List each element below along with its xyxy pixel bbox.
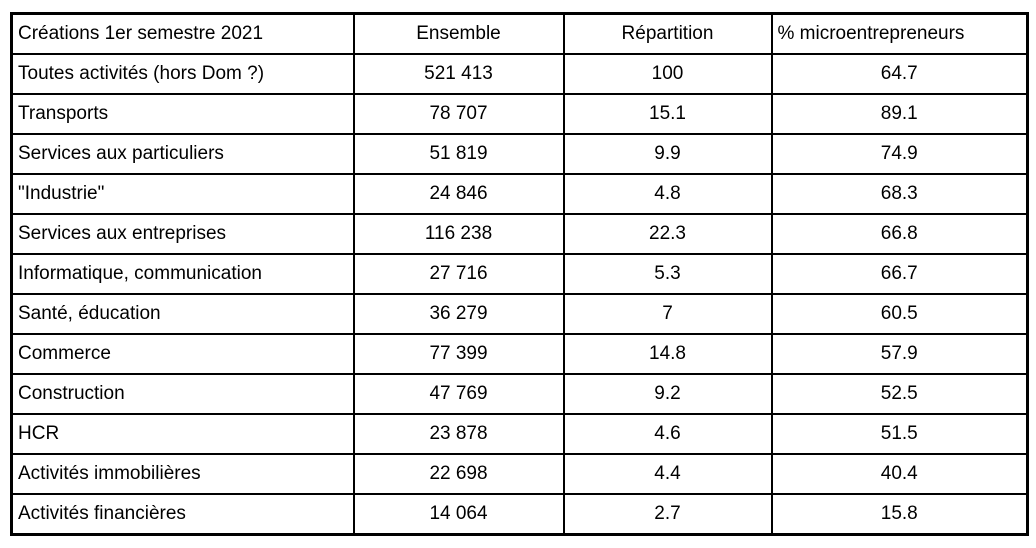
pct-micro-value: 89.1 (770, 93, 1029, 135)
repartition-value: 2.7 (562, 493, 773, 536)
pct-micro-value: 51.5 (770, 413, 1029, 455)
ensemble-value: 23 878 (352, 413, 565, 455)
table-row: Services aux particuliers 51 819 9.9 74.… (10, 133, 1029, 175)
col-header-ensemble: Ensemble (352, 12, 565, 55)
row-label: HCR (10, 413, 355, 455)
repartition-value: 14.8 (562, 333, 773, 375)
pct-micro-value: 66.7 (770, 253, 1029, 295)
ensemble-value: 27 716 (352, 253, 565, 295)
col-header-pct-microentrepreneurs: % microentrepreneurs (770, 12, 1029, 55)
pct-micro-value: 74.9 (770, 133, 1029, 175)
pct-micro-value: 40.4 (770, 453, 1029, 495)
ensemble-value: 22 698 (352, 453, 565, 495)
table-row: Toutes activités (hors Dom ?) 521 413 10… (10, 53, 1029, 95)
pct-micro-value: 68.3 (770, 173, 1029, 215)
table-row: "Industrie" 24 846 4.8 68.3 (10, 173, 1029, 215)
repartition-value: 100 (562, 53, 773, 95)
pct-micro-value: 15.8 (770, 493, 1029, 536)
col-header-repartition: Répartition (562, 12, 773, 55)
row-label: Services aux entreprises (10, 213, 355, 255)
ensemble-value: 77 399 (352, 333, 565, 375)
table-row: Santé, éducation 36 279 7 60.5 (10, 293, 1029, 335)
repartition-value: 5.3 (562, 253, 773, 295)
ensemble-value: 24 846 (352, 173, 565, 215)
row-label: Services aux particuliers (10, 133, 355, 175)
ensemble-value: 36 279 (352, 293, 565, 335)
creations-semestre-table: Créations 1er semestre 2021 Ensemble Rép… (10, 12, 1029, 536)
table-row: Services aux entreprises 116 238 22.3 66… (10, 213, 1029, 255)
row-label: Commerce (10, 333, 355, 375)
row-label: Transports (10, 93, 355, 135)
pct-micro-value: 57.9 (770, 333, 1029, 375)
repartition-value: 9.2 (562, 373, 773, 415)
table-row: Informatique, communication 27 716 5.3 6… (10, 253, 1029, 295)
repartition-value: 15.1 (562, 93, 773, 135)
row-label: Activités immobilières (10, 453, 355, 495)
row-label: Informatique, communication (10, 253, 355, 295)
table-row: Activités financières 14 064 2.7 15.8 (10, 493, 1029, 536)
repartition-value: 4.6 (562, 413, 773, 455)
repartition-value: 7 (562, 293, 773, 335)
table-row: HCR 23 878 4.6 51.5 (10, 413, 1029, 455)
row-label: "Industrie" (10, 173, 355, 215)
repartition-value: 4.4 (562, 453, 773, 495)
table-row: Activités immobilières 22 698 4.4 40.4 (10, 453, 1029, 495)
ensemble-value: 47 769 (352, 373, 565, 415)
col-header-creations: Créations 1er semestre 2021 (10, 12, 355, 55)
table-row: Transports 78 707 15.1 89.1 (10, 93, 1029, 135)
ensemble-value: 14 064 (352, 493, 565, 536)
ensemble-value: 51 819 (352, 133, 565, 175)
row-label: Toutes activités (hors Dom ?) (10, 53, 355, 95)
header-row: Créations 1er semestre 2021 Ensemble Rép… (10, 12, 1029, 55)
repartition-value: 4.8 (562, 173, 773, 215)
pct-micro-value: 60.5 (770, 293, 1029, 335)
pct-micro-value: 66.8 (770, 213, 1029, 255)
row-label: Santé, éducation (10, 293, 355, 335)
row-label: Activités financières (10, 493, 355, 536)
pct-micro-value: 52.5 (770, 373, 1029, 415)
ensemble-value: 521 413 (352, 53, 565, 95)
pct-micro-value: 64.7 (770, 53, 1029, 95)
table-row: Commerce 77 399 14.8 57.9 (10, 333, 1029, 375)
ensemble-value: 116 238 (352, 213, 565, 255)
repartition-value: 9.9 (562, 133, 773, 175)
table-row: Construction 47 769 9.2 52.5 (10, 373, 1029, 415)
row-label: Construction (10, 373, 355, 415)
repartition-value: 22.3 (562, 213, 773, 255)
ensemble-value: 78 707 (352, 93, 565, 135)
